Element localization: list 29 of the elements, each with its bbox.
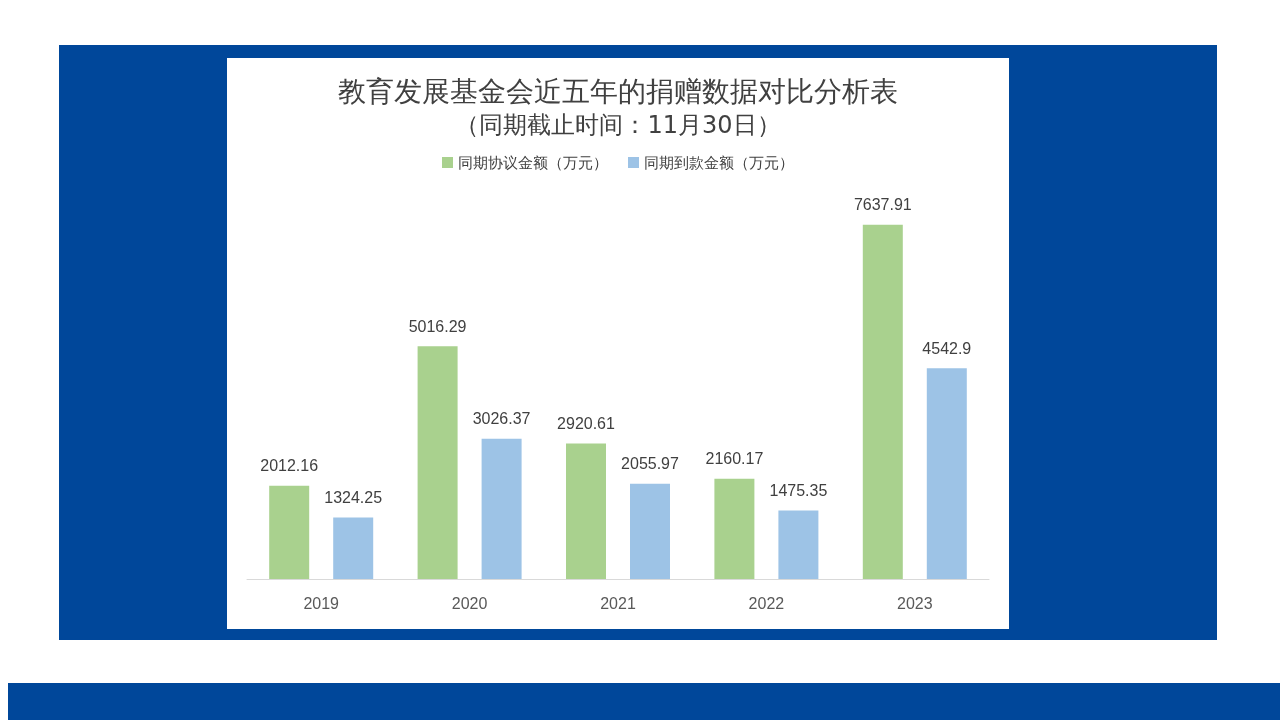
bar: [481, 438, 522, 579]
data-label: 2920.61: [557, 415, 616, 433]
data-label: 5016.29: [408, 317, 467, 335]
bar: [714, 478, 755, 579]
bar: [566, 443, 606, 579]
bar: [926, 368, 967, 579]
legend-label: 同期到款金额（万元）: [644, 153, 794, 172]
bar: [269, 485, 310, 579]
chart-title: 教育发展基金会近五年的捐赠数据对比分析表: [338, 74, 898, 108]
x-tick-label: 2022: [748, 594, 785, 612]
x-tick-label: 2021: [600, 594, 636, 612]
data-label: 1475.35: [769, 482, 828, 500]
bar: [417, 346, 458, 579]
bar: [862, 224, 903, 579]
bar: [778, 510, 819, 579]
data-label: 2055.97: [621, 455, 680, 473]
bar: [333, 517, 374, 579]
x-tick-label: 2020: [451, 594, 488, 612]
data-label: 4542.9: [922, 339, 972, 357]
data-label: 1324.25: [324, 489, 383, 507]
chart-subtitle: （同期截止时间：11月30日）: [455, 111, 781, 139]
data-label: 3026.37: [472, 410, 531, 428]
bar: [630, 483, 670, 579]
x-tick-label: 2019: [303, 594, 340, 612]
x-tick-label: 2023: [897, 594, 933, 612]
data-label: 2160.17: [705, 450, 764, 468]
legend-label: 同期协议金额（万元）: [458, 153, 608, 172]
data-label: 7637.91: [853, 196, 912, 214]
data-label: 2012.16: [260, 457, 319, 475]
